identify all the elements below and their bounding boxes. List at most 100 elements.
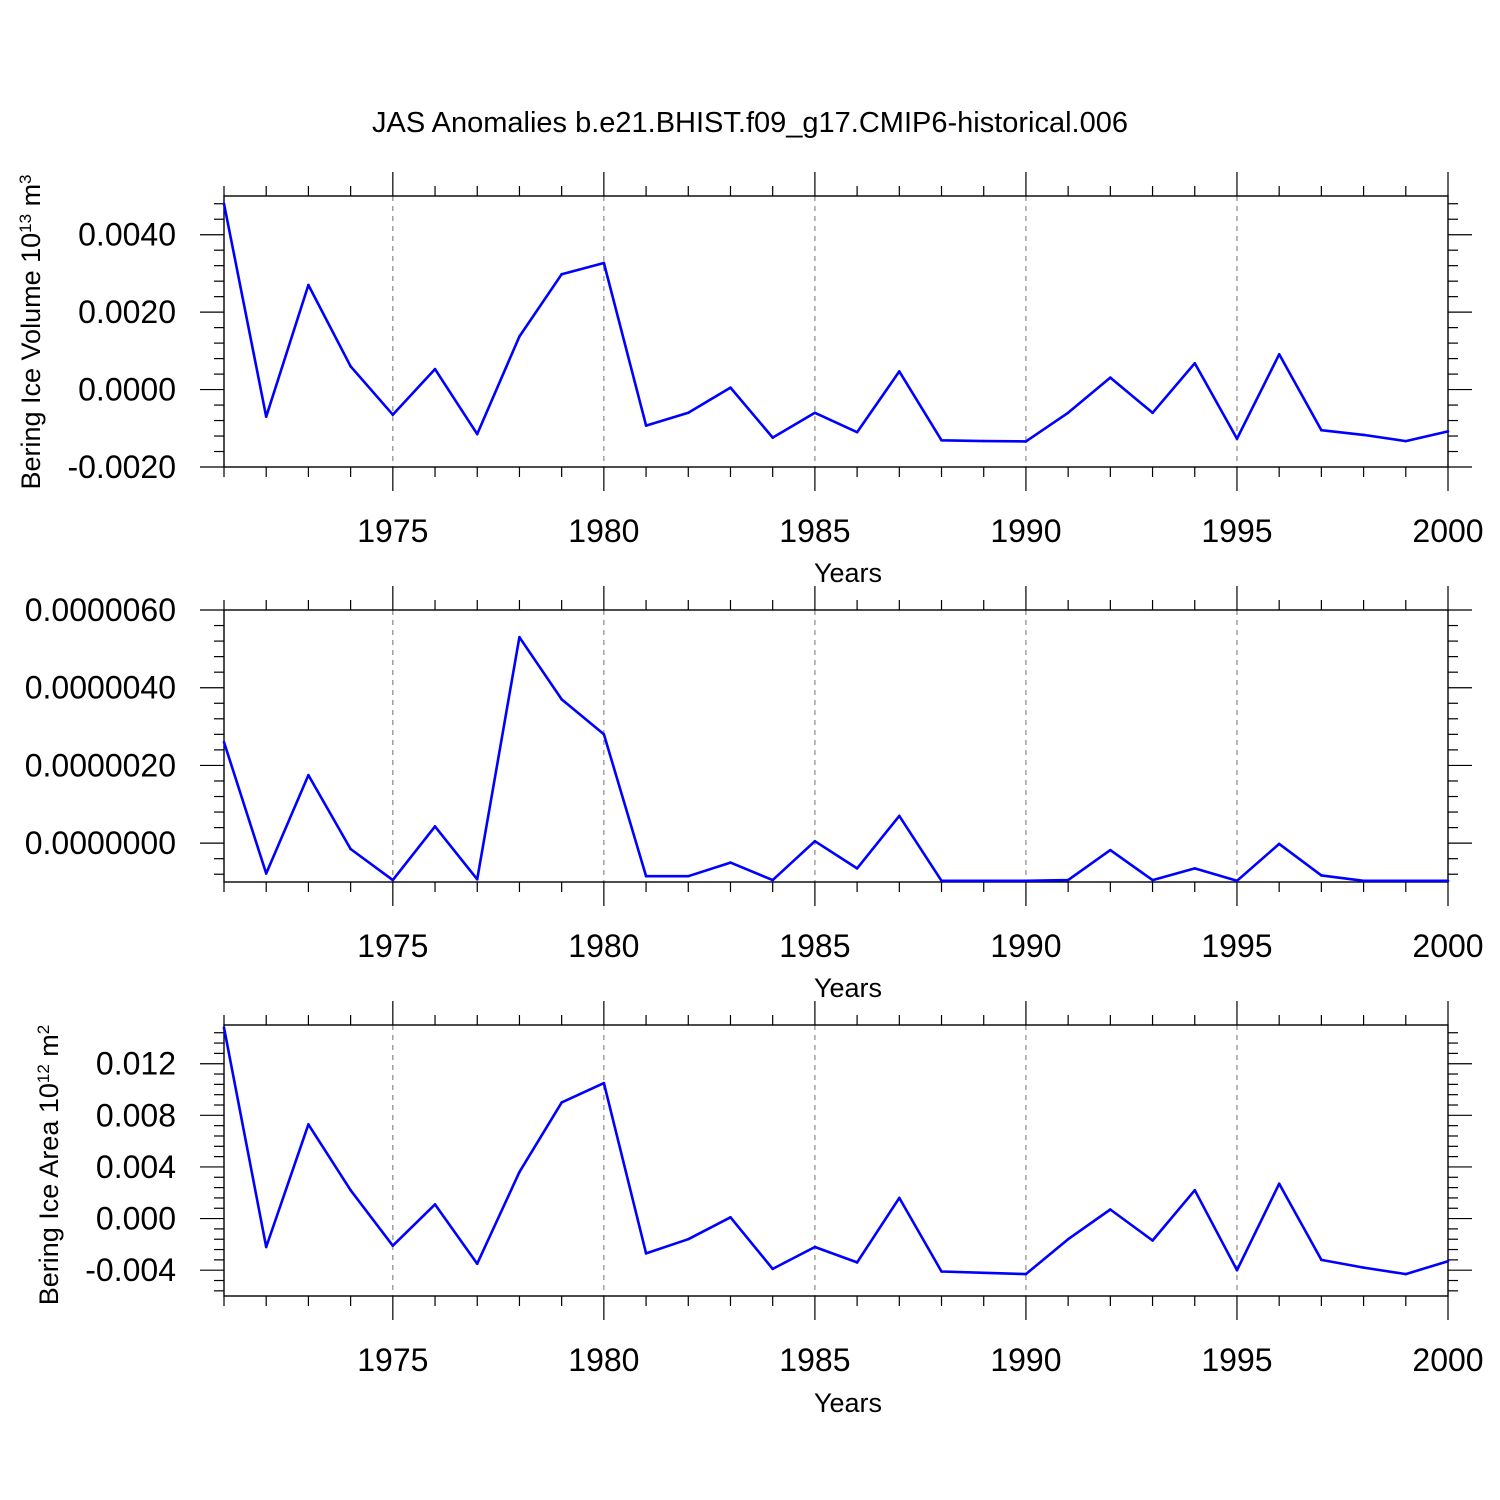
data-point (1362, 879, 1365, 883)
data-point (602, 733, 606, 736)
x-tick-label: 2000 (1412, 513, 1483, 549)
y-tick-label: 0.012 (96, 1046, 176, 1082)
y-tick-label: 0.0000060 (25, 592, 176, 628)
plot-frame (223, 1024, 1449, 1297)
data-point (518, 1170, 521, 1174)
chart-title: JAS Anomalies b.e21.BHIST.f09_g17.CMIP6-… (372, 107, 1128, 139)
y-tick-label: 0.008 (96, 1097, 176, 1133)
data-point (1109, 376, 1112, 379)
plot-frame (223, 609, 1449, 883)
x-tick-label: 1980 (568, 928, 639, 964)
data-point (391, 1244, 395, 1247)
data-point (1066, 411, 1070, 415)
y-tick-label: 0.004 (96, 1149, 176, 1185)
y-axis-label: Bering Ice Volume 1013 m3 (16, 174, 47, 489)
data-point (898, 814, 901, 818)
data-point (686, 874, 690, 878)
series-line (222, 1027, 1449, 1276)
data-point (1066, 1237, 1070, 1241)
data-point (771, 878, 774, 882)
x-tick-label: 1980 (568, 1342, 639, 1378)
x-axis-label: Years (814, 558, 882, 588)
data-point (813, 839, 817, 843)
plot-frame (223, 195, 1449, 468)
data-point (686, 1237, 690, 1241)
data-point (813, 1245, 817, 1249)
data-point (982, 1271, 986, 1275)
data-point (560, 698, 563, 701)
data-point (1024, 879, 1028, 883)
data-point (222, 1026, 226, 1029)
data-point (982, 879, 986, 883)
data-point (222, 740, 226, 744)
y-axis-label: Bering Ice Area 1012 m2 (34, 1025, 65, 1306)
x-tick-label: 1995 (1201, 1342, 1272, 1378)
x-tick-label: 1990 (990, 513, 1061, 549)
data-point (1277, 353, 1281, 356)
data-point (1024, 1272, 1028, 1276)
data-point (771, 436, 774, 439)
x-tick-label: 1980 (568, 513, 639, 549)
data-point (1446, 430, 1450, 433)
panel-ice-volume: 1975 1980 1985 1990 1995 2000 -0.0020 0.0000 0.0… (16, 172, 1484, 588)
data-point (1193, 867, 1197, 870)
x-tick-label: 1975 (357, 513, 428, 549)
data-point (264, 1245, 268, 1249)
data-point (475, 1262, 479, 1266)
data-point (855, 1261, 859, 1264)
x-axis-label: Years (814, 973, 882, 1003)
data-point (644, 1252, 648, 1255)
data-point (813, 411, 817, 415)
x-tick-label: 1995 (1201, 513, 1272, 549)
x-axis-label: Years (814, 1388, 882, 1418)
data-point (1320, 428, 1323, 432)
data-point (307, 283, 310, 287)
data-point (1235, 1268, 1239, 1272)
y-tick-label: 0.0000040 (25, 670, 176, 706)
y-tick-label: -0.0020 (67, 449, 176, 485)
data-point (1446, 879, 1450, 883)
data-point (264, 415, 268, 418)
data-point (1024, 440, 1028, 443)
data-point (560, 272, 563, 276)
data-point (729, 861, 732, 864)
y-tick-label: 0.0000 (78, 372, 176, 408)
data-point (1320, 1258, 1323, 1262)
data-point (518, 635, 521, 639)
x-tick-label: 1990 (990, 928, 1061, 964)
data-point (1320, 874, 1323, 877)
data-point (475, 877, 479, 881)
panel-ice-area: 1975 1980 1985 1990 1995 2000 -0.004 0.000 0.004… (34, 1001, 1484, 1418)
data-point (686, 411, 690, 415)
data-point (560, 1101, 563, 1104)
data-point (602, 1081, 606, 1085)
data-point (1277, 842, 1281, 846)
y-tick-label: 0.0000000 (25, 825, 176, 861)
data-point (433, 825, 437, 828)
data-point (1193, 361, 1197, 365)
data-point (1193, 1188, 1197, 1192)
data-point (898, 370, 901, 373)
data-point (349, 1188, 352, 1192)
panel-middle: 1975 1980 1985 1990 1995 2000 0.0000000 0.00000… (25, 586, 1484, 1003)
data-point (1404, 879, 1408, 883)
x-tick-label: 1975 (357, 928, 428, 964)
data-point (898, 1196, 901, 1200)
data-point (349, 365, 352, 368)
data-point (1235, 879, 1239, 883)
data-point (391, 878, 395, 882)
data-point (644, 424, 648, 427)
y-tick-label: 0.0040 (78, 217, 176, 253)
data-point (855, 867, 859, 870)
data-point (855, 430, 859, 434)
data-point (1151, 878, 1154, 882)
series-line (222, 203, 1449, 443)
data-point (1235, 437, 1239, 441)
data-point (644, 874, 648, 878)
x-tick-label: 1995 (1201, 928, 1272, 964)
data-point (264, 872, 268, 875)
data-point (729, 1215, 732, 1219)
x-tick-label: 1985 (779, 513, 850, 549)
x-tick-label: 2000 (1412, 1342, 1483, 1378)
